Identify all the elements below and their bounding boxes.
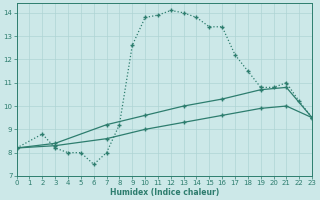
X-axis label: Humidex (Indice chaleur): Humidex (Indice chaleur) [110,188,219,197]
